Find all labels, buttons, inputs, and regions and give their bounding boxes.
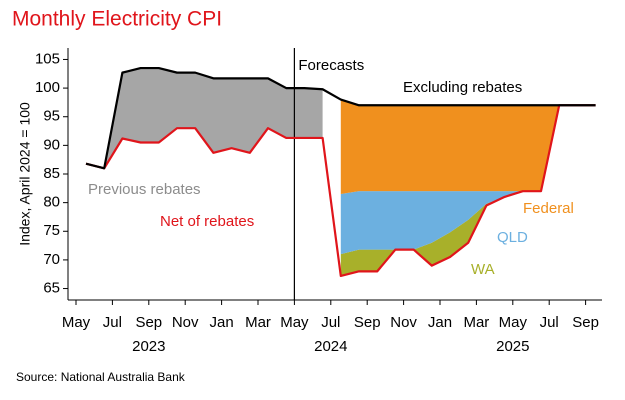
y-axis-label: Index, April 2024 = 100 (17, 102, 33, 246)
y-tick-label: 85 (43, 165, 60, 182)
year-label: 2023 (132, 338, 165, 355)
x-tick-label: Jul (321, 314, 340, 331)
series-label: Previous rebates (88, 181, 201, 198)
series-label: Federal (523, 200, 574, 217)
source: Source: National Australia Bank (16, 370, 186, 384)
y-tick-label: 65 (43, 280, 60, 297)
x-tick-label: Nov (390, 314, 417, 331)
x-tick-label: Jul (103, 314, 122, 331)
x-tick-label: Mar (245, 314, 271, 331)
year-label: 2024 (314, 338, 347, 355)
y-tick-label: 90 (43, 136, 60, 153)
x-tick-label: May (280, 314, 309, 331)
x-tick-label: Mar (463, 314, 489, 331)
area (340, 105, 560, 276)
y-tick-label: 75 (43, 222, 60, 239)
year-label: 2025 (496, 338, 529, 355)
x-tick-label: Nov (172, 314, 199, 331)
x-tick-label: May (499, 314, 528, 331)
chart-title: Monthly Electricity CPI (12, 8, 222, 31)
x-tick-label: Sep (135, 314, 162, 331)
annotation: Forecasts (298, 57, 364, 74)
area (340, 105, 560, 255)
area (340, 99, 560, 195)
x-tick-label: Jan (428, 314, 452, 331)
series-label: Net of rebates (160, 213, 254, 230)
y-tick-label: 70 (43, 251, 60, 268)
y-tick-label: 95 (43, 108, 60, 125)
y-tick-label: 80 (43, 194, 60, 211)
x-tick-label: Sep (354, 314, 381, 331)
y-tick-label: 105 (35, 50, 60, 67)
x-tick-label: Sep (572, 314, 599, 331)
series-label: Excluding rebates (403, 79, 522, 96)
series-label: QLD (497, 229, 528, 246)
line (85, 66, 596, 170)
x-tick-label: Jan (210, 314, 234, 331)
line (85, 104, 596, 278)
x-tick-label: Jul (540, 314, 559, 331)
area (86, 68, 323, 169)
x-tick-label: May (62, 314, 91, 331)
y-tick-label: 100 (35, 79, 60, 96)
series-label: WA (471, 261, 495, 278)
